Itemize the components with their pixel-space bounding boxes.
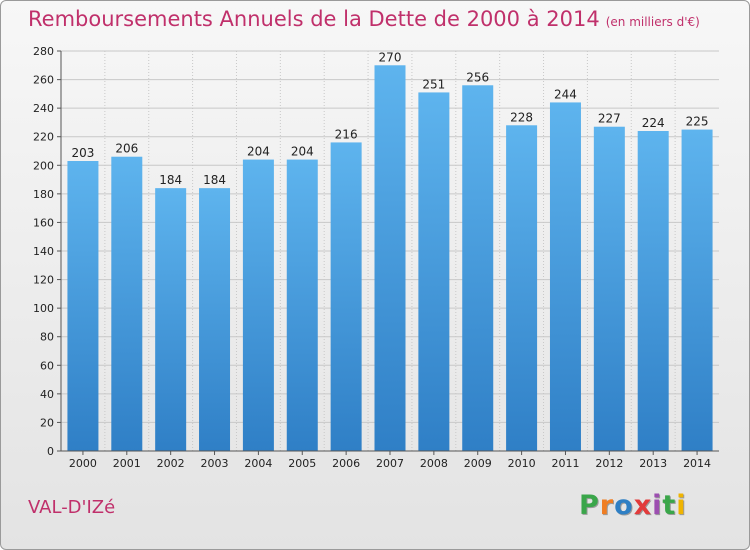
value-label: 184: [159, 173, 182, 187]
commune-name: VAL-D'IZé: [28, 497, 116, 518]
y-tick-label: 60: [40, 359, 54, 372]
proxiti-logo: Proxiti: [579, 490, 687, 521]
bar: [681, 129, 713, 452]
logo-letter: x: [633, 490, 653, 521]
x-tick-label: 2004: [244, 457, 272, 470]
bar: [506, 125, 538, 452]
chart-title: Remboursements Annuels de la Dette de 20…: [28, 7, 700, 31]
x-tick-label: 2012: [595, 457, 623, 470]
bar: [199, 188, 231, 451]
value-label: 184: [203, 173, 226, 187]
value-label: 206: [115, 142, 138, 156]
logo-letter: i: [652, 490, 663, 521]
logo-letter: o: [614, 490, 634, 521]
y-tick-label: 200: [33, 159, 54, 172]
x-tick-label: 2006: [332, 457, 360, 470]
y-tick-label: 160: [33, 216, 54, 229]
x-tick-label: 2013: [639, 457, 667, 470]
value-label: 216: [335, 127, 358, 141]
y-tick-label: 20: [40, 416, 54, 429]
value-label: 256: [466, 70, 489, 84]
bar: [242, 159, 274, 452]
bar: [330, 142, 362, 451]
value-label: 228: [510, 110, 533, 124]
x-tick-label: 2002: [157, 457, 185, 470]
y-tick-label: 220: [33, 131, 54, 144]
bar: [286, 159, 318, 452]
y-tick-label: 40: [40, 388, 54, 401]
bar: [67, 161, 99, 451]
x-tick-label: 2008: [420, 457, 448, 470]
bar: [111, 156, 143, 451]
x-tick-label: 2009: [464, 457, 492, 470]
y-tick-label: 0: [47, 445, 54, 458]
bar: [418, 92, 450, 451]
value-label: 270: [379, 50, 402, 64]
bar: [593, 126, 625, 451]
y-tick-label: 260: [33, 74, 54, 87]
x-tick-label: 2014: [683, 457, 711, 470]
value-label: 251: [422, 77, 445, 91]
logo-letter: t: [662, 490, 677, 521]
logo-letter: r: [599, 490, 615, 521]
value-label: 203: [71, 146, 94, 160]
value-label: 204: [291, 145, 314, 159]
logo-letter: P: [579, 490, 600, 521]
bar: [155, 188, 187, 451]
x-tick-label: 2000: [69, 457, 97, 470]
value-label: 204: [247, 145, 270, 159]
value-label: 244: [554, 87, 577, 101]
y-tick-label: 100: [33, 302, 54, 315]
value-label: 227: [598, 112, 621, 126]
y-tick-label: 140: [33, 245, 54, 258]
x-tick-label: 2001: [113, 457, 141, 470]
chart-subtitle: (en milliers d'€): [605, 15, 700, 29]
x-tick-label: 2010: [508, 457, 536, 470]
x-tick-label: 2005: [288, 457, 316, 470]
y-tick-label: 280: [33, 45, 54, 58]
logo-letter: i: [676, 490, 687, 521]
bar: [374, 65, 406, 452]
bar: [462, 85, 494, 452]
x-tick-label: 2007: [376, 457, 404, 470]
bar: [549, 102, 581, 451]
x-tick-label: 2003: [201, 457, 229, 470]
y-tick-label: 80: [40, 331, 54, 344]
chart-title-main: Remboursements Annuels de la Dette de 20…: [28, 7, 600, 31]
y-tick-label: 180: [33, 188, 54, 201]
y-tick-label: 120: [33, 274, 54, 287]
bar: [637, 131, 669, 451]
value-label: 225: [686, 115, 709, 129]
y-tick-label: 240: [33, 102, 54, 115]
x-tick-label: 2011: [551, 457, 579, 470]
value-label: 224: [642, 116, 665, 130]
